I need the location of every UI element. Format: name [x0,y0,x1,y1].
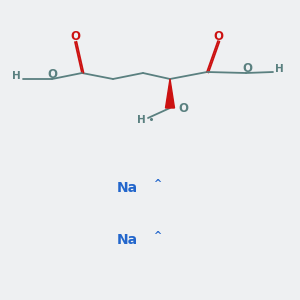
Text: O: O [213,29,223,43]
Text: ^: ^ [153,178,161,188]
Text: O: O [178,103,188,116]
Text: Na: Na [117,181,138,194]
Text: H: H [12,71,21,81]
Text: O: O [70,31,80,44]
Text: Na: Na [117,233,138,247]
Text: O: O [47,68,57,82]
Polygon shape [166,79,175,108]
Text: ^: ^ [153,231,161,241]
Text: H: H [137,115,146,125]
Text: O: O [242,62,252,76]
Text: H: H [275,64,284,74]
